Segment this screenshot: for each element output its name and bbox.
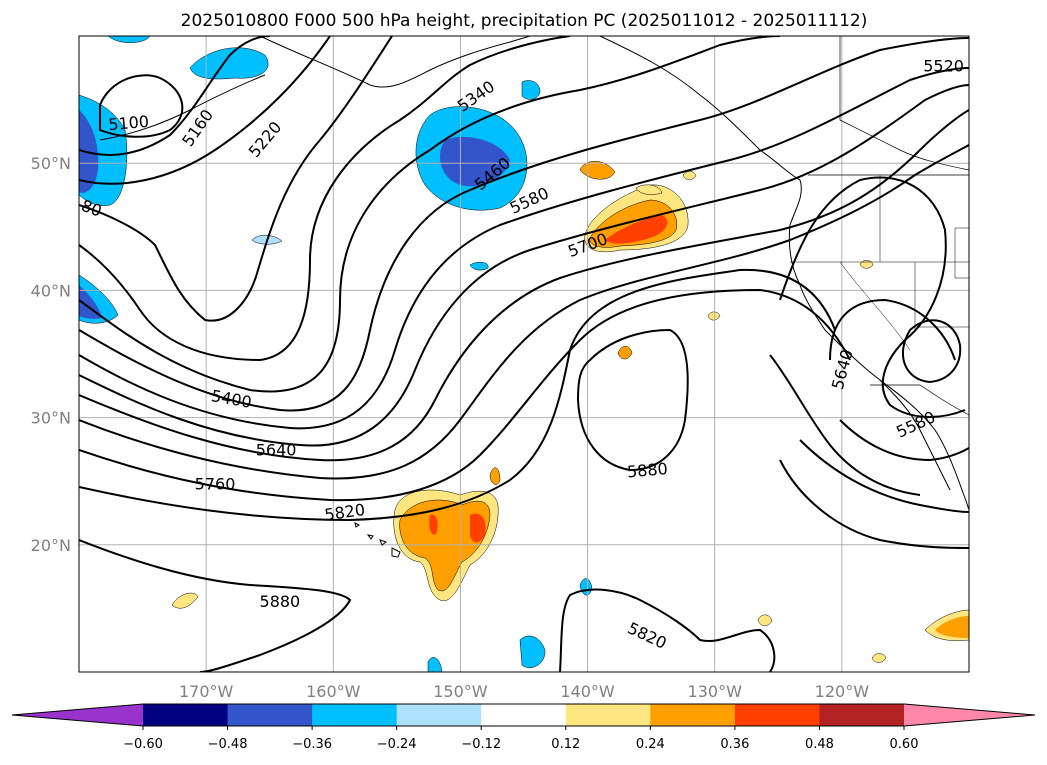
precip-pos-blob — [171, 592, 199, 609]
contour-line — [99, 74, 184, 138]
y-tick-label: 30°N — [31, 409, 71, 428]
colorbar-tick-label: −0.24 — [377, 737, 417, 752]
contour-line — [79, 67, 969, 430]
colorbar-extend-max — [904, 704, 1035, 726]
x-axis: 170°W 160°W 150°W 140°W 130°W 120°W — [179, 682, 869, 701]
colorbar-extend-min — [12, 704, 143, 726]
contour-line — [79, 36, 331, 185]
contour-label: 5880 — [626, 459, 668, 481]
contour-label: 5520 — [923, 56, 964, 75]
y-tick-label: 40°N — [31, 281, 71, 300]
precip-neg-core — [79, 285, 102, 319]
precip-neg-blob — [189, 47, 269, 80]
precip-neg-blob — [521, 80, 541, 100]
contour-line — [79, 268, 836, 522]
contour-label: 5640 — [256, 440, 297, 459]
colorbar-swatch — [396, 704, 482, 726]
contour-line — [829, 298, 956, 361]
map-background — [79, 36, 969, 672]
contour-line — [559, 588, 776, 672]
precip-neg-blob — [469, 261, 489, 271]
contour-line — [779, 459, 969, 549]
precip-pos-blob — [859, 260, 874, 269]
precip-pos-core — [470, 513, 486, 543]
precip-neg-core — [79, 110, 99, 193]
contour-line — [779, 176, 966, 418]
height-contours — [79, 36, 969, 672]
x-tick-label: 160°W — [306, 682, 361, 701]
precip-fills — [79, 36, 969, 672]
precip-pos-blob — [757, 614, 773, 626]
contour-line — [79, 36, 393, 322]
precip-pos-mid — [935, 616, 969, 638]
contour-label: 5100 — [108, 112, 150, 134]
contour-line — [769, 354, 921, 496]
precip-pos-blob — [617, 346, 633, 360]
precip-pos-blob — [489, 467, 501, 485]
contour-line — [576, 328, 689, 472]
colorbar-tick-label: −0.48 — [208, 737, 248, 752]
x-tick-label: 140°W — [560, 682, 615, 701]
coastline-alaska — [259, 36, 531, 88]
colorbar-swatch — [734, 704, 820, 726]
precip-neg-core — [440, 136, 510, 187]
state-borders — [790, 175, 969, 351]
precip-pos-mid — [399, 499, 491, 592]
precip-pos-blob — [871, 653, 887, 663]
contour-line — [79, 36, 571, 362]
colorbar-tick-label: 0.24 — [636, 737, 665, 752]
precip-pos-core — [605, 215, 668, 244]
contour-label: 5880 — [260, 592, 301, 611]
colorbar-tick-label: 0.36 — [720, 737, 749, 752]
chart-title: 2025010800 F000 500 hPa height, precipit… — [181, 11, 868, 31]
precip-neg-blob — [427, 657, 443, 672]
border-us-mexico — [870, 384, 969, 416]
colorbar-swatch — [819, 704, 905, 726]
contour-line — [79, 144, 969, 480]
map-area: 5100 5160 52208053405460558057005520540056… — [78, 35, 970, 673]
colorbar-swatch — [565, 704, 651, 726]
x-tick-label: 120°W — [815, 682, 870, 701]
contour-label: 5760 — [195, 475, 236, 494]
precip-pos-core — [429, 514, 438, 535]
x-tick-label: 150°W — [433, 682, 488, 701]
colorbar-tick-label: −0.12 — [461, 737, 501, 752]
map-frame — [78, 35, 970, 673]
contour-line — [901, 319, 962, 384]
colorbar-swatch — [227, 704, 313, 726]
contour-line — [799, 439, 969, 513]
coastline-baja — [879, 379, 951, 491]
colorbar-swatch — [650, 704, 736, 726]
contour-line — [79, 539, 352, 672]
colorbar-swatch — [312, 704, 398, 726]
border-alaska — [839, 36, 969, 171]
colorbar-tick-label: 0.60 — [890, 737, 919, 752]
contour-line — [79, 84, 969, 447]
colorbar-tick-label: −0.36 — [292, 737, 332, 752]
colorbar: −0.60 −0.48 −0.36 −0.24 −0.12 0.12 0.24 0.36 0.4… — [11, 703, 1036, 752]
colorbar-tick-label: 0.48 — [805, 737, 834, 752]
contour-line — [79, 36, 271, 156]
y-tick-label: 50°N — [31, 154, 71, 173]
colorbar-tick-label: −0.60 — [123, 737, 163, 752]
contour-line — [79, 288, 851, 502]
colorbar-swatch — [481, 704, 567, 726]
y-axis: 50°N 40°N 30°N 20°N — [31, 154, 71, 555]
contour-line — [79, 109, 969, 462]
colorbar-tick-label: 0.12 — [551, 737, 580, 752]
contour-line — [839, 419, 969, 462]
hawaii-islands — [354, 522, 401, 558]
colorbar-swatch — [143, 704, 229, 726]
x-tick-label: 130°W — [688, 682, 743, 701]
contour-line — [79, 37, 969, 412]
contour-line — [79, 36, 781, 393]
precip-neg-blob — [519, 635, 546, 668]
precip-pos-blob — [707, 311, 721, 321]
x-tick-label: 170°W — [179, 682, 234, 701]
y-tick-label: 20°N — [31, 536, 71, 555]
precip-pos-blob — [635, 184, 663, 195]
